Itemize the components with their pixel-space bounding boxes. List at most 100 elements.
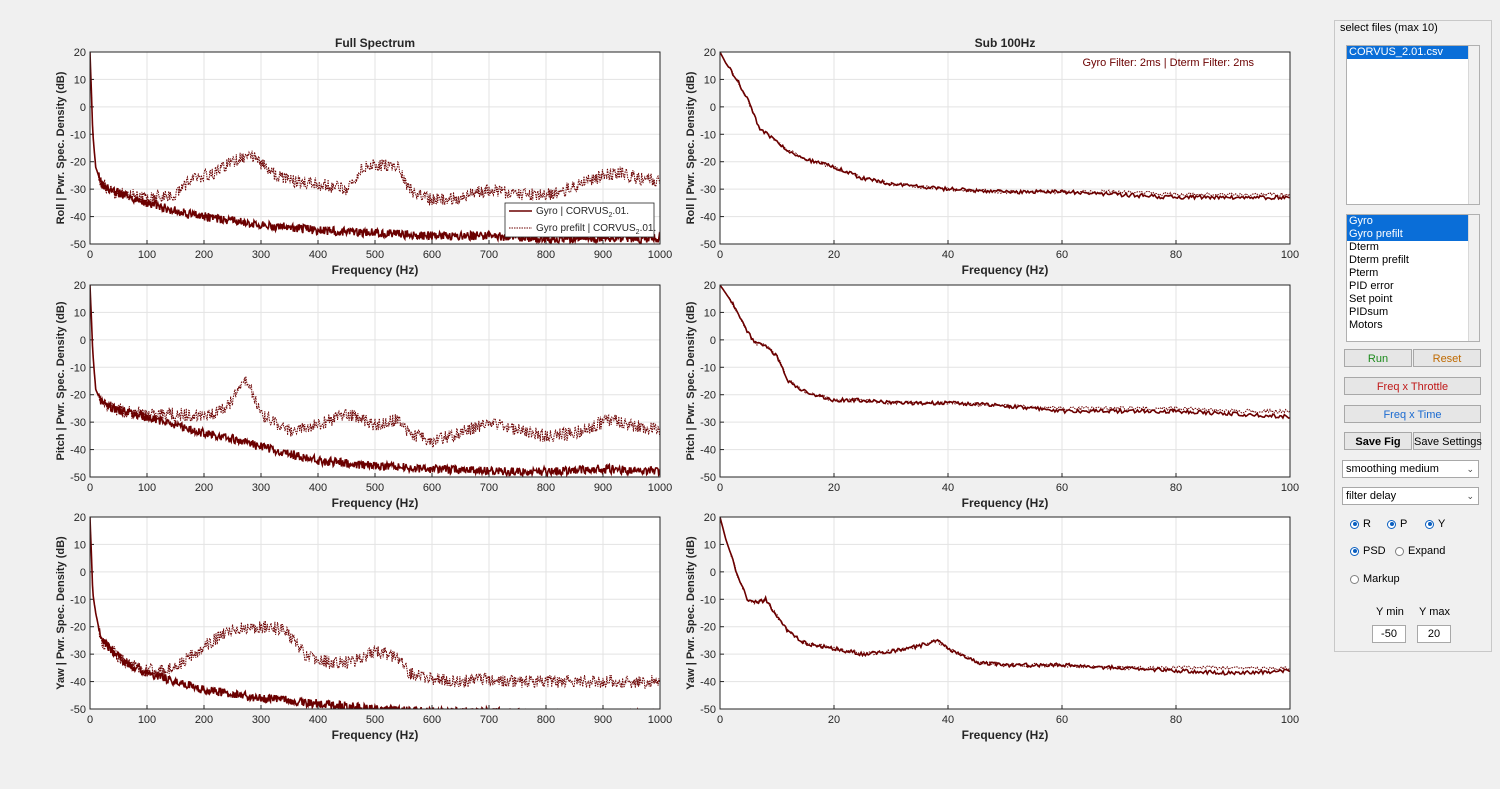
- file-item[interactable]: CORVUS_2.01.csv: [1347, 46, 1468, 59]
- y-tick-label: 10: [74, 74, 86, 86]
- series-gyro-prefilt-line: [720, 517, 1290, 671]
- signal-item-motors[interactable]: Motors: [1349, 319, 1383, 331]
- y-tick-label: 0: [710, 567, 716, 579]
- y-tick-label: -40: [700, 445, 716, 457]
- ymin-input[interactable]: -50: [1372, 625, 1406, 643]
- signal-item-pid-error[interactable]: PID error: [1349, 280, 1394, 292]
- x-tick-label: 300: [252, 249, 270, 261]
- x-tick-label: 700: [480, 249, 498, 261]
- plot-axes-4: [89, 516, 661, 710]
- reset-button[interactable]: Reset: [1413, 349, 1481, 367]
- y-tick-label: -10: [700, 594, 716, 606]
- x-tick-label: 80: [1170, 714, 1182, 726]
- save-fig-button[interactable]: Save Fig: [1344, 432, 1412, 450]
- radio-unselected-icon: [1395, 546, 1404, 556]
- x-tick-label: 400: [309, 249, 327, 261]
- x-tick-label: 40: [942, 482, 954, 494]
- control-panel: [1334, 20, 1492, 652]
- radio-yaw[interactable]: Y: [1425, 518, 1445, 530]
- file-listbox[interactable]: CORVUS_2.01.csv: [1346, 45, 1480, 205]
- x-tick-label: 1000: [648, 249, 672, 261]
- series-gyro-line: [90, 285, 660, 477]
- signal-item-pterm[interactable]: Pterm: [1349, 267, 1379, 279]
- x-tick-label: 300: [252, 482, 270, 494]
- y-tick-label: 10: [74, 539, 86, 551]
- radio-selected-icon: [1387, 519, 1396, 529]
- signal-item-gyro-prefilt[interactable]: Gyro prefilt: [1347, 228, 1468, 241]
- x-tick-label: 100: [138, 249, 156, 261]
- x-tick-label: 20: [828, 249, 840, 261]
- x-tick-label: 100: [1281, 249, 1299, 261]
- smoothing-select[interactable]: smoothing medium ⌄: [1342, 460, 1479, 478]
- signal-list-scrollbar[interactable]: [1468, 215, 1479, 341]
- y-axis-label: Yaw | Pwr. Spec. Density (dB): [55, 536, 67, 690]
- x-tick-label: 20: [828, 482, 840, 494]
- radio-pitch-label: P: [1400, 518, 1408, 530]
- radio-pitch[interactable]: P: [1387, 518, 1407, 530]
- x-tick-label: 500: [366, 714, 384, 726]
- x-tick-label: 0: [87, 714, 93, 726]
- x-tick-label: 500: [366, 482, 384, 494]
- x-tick-label: 1000: [648, 482, 672, 494]
- y-tick-label: -10: [700, 129, 716, 141]
- x-tick-label: 600: [423, 482, 441, 494]
- freq-time-button[interactable]: Freq x Time: [1344, 405, 1481, 423]
- x-tick-label: 300: [252, 714, 270, 726]
- plot-axes-5: [719, 516, 1291, 710]
- radio-markup[interactable]: Markup: [1350, 573, 1400, 585]
- x-tick-label: 200: [195, 249, 213, 261]
- signal-item-gyro[interactable]: Gyro: [1347, 215, 1468, 228]
- x-tick-label: 80: [1170, 249, 1182, 261]
- signal-item-set-point[interactable]: Set point: [1349, 293, 1393, 305]
- x-tick-label: 200: [195, 714, 213, 726]
- x-tick-label: 200: [195, 482, 213, 494]
- x-tick-label: 400: [309, 714, 327, 726]
- y-tick-label: 10: [704, 307, 716, 319]
- radio-unselected-icon: [1350, 574, 1359, 584]
- filter-delay-select[interactable]: filter delay ⌄: [1342, 487, 1479, 505]
- x-axis-label: Frequency (Hz): [962, 263, 1049, 277]
- y-axis-label: Roll | Pwr. Spec. Density (dB): [55, 71, 67, 224]
- y-axis-label: Pitch | Pwr. Spec. Density (dB): [685, 301, 697, 460]
- x-tick-label: 100: [138, 482, 156, 494]
- radio-selected-icon: [1425, 519, 1434, 529]
- run-button[interactable]: Run: [1344, 349, 1412, 367]
- save-settings-button[interactable]: Save Settings: [1413, 432, 1482, 450]
- x-tick-label: 0: [717, 482, 723, 494]
- signal-item-dterm[interactable]: Dterm: [1349, 241, 1379, 253]
- y-tick-label: 20: [74, 280, 86, 292]
- x-tick-label: 800: [537, 482, 555, 494]
- series-gyro-prefilt-line: [720, 285, 1290, 414]
- x-tick-label: 100: [138, 714, 156, 726]
- plot-axes-3: [719, 284, 1291, 478]
- file-list-scrollbar[interactable]: [1468, 46, 1479, 204]
- x-tick-label: 20: [828, 714, 840, 726]
- ymax-input[interactable]: 20: [1417, 625, 1451, 643]
- plot-axes-1: [719, 51, 1291, 245]
- y-tick-label: -50: [70, 239, 86, 251]
- signal-item-pidsum[interactable]: PIDsum: [1349, 306, 1389, 318]
- series-gyro-prefilt-line: [720, 52, 1290, 198]
- y-tick-label: 20: [704, 512, 716, 524]
- x-tick-label: 700: [480, 714, 498, 726]
- chevron-down-icon: ⌄: [1466, 491, 1474, 501]
- signal-listbox[interactable]: Gyro Gyro prefilt Dterm Dterm prefilt Pt…: [1346, 214, 1480, 342]
- series-gyro-line: [90, 517, 654, 709]
- y-tick-label: 20: [704, 280, 716, 292]
- panel-title: select files (max 10): [1338, 22, 1440, 34]
- radio-psd[interactable]: PSD: [1350, 545, 1386, 557]
- radio-expand[interactable]: Expand: [1395, 545, 1445, 557]
- series-gyro-prefilt-line: [90, 52, 660, 206]
- plot-frame: [89, 516, 661, 710]
- legend-box: [504, 202, 655, 238]
- x-tick-label: 0: [717, 714, 723, 726]
- y-tick-label: 0: [80, 335, 86, 347]
- freq-throttle-button[interactable]: Freq x Throttle: [1344, 377, 1481, 395]
- x-tick-label: 0: [717, 249, 723, 261]
- smoothing-select-value: smoothing medium: [1346, 463, 1439, 475]
- radio-roll[interactable]: R: [1350, 518, 1371, 530]
- y-tick-label: -20: [700, 622, 716, 634]
- x-tick-label: 700: [480, 482, 498, 494]
- x-tick-label: 80: [1170, 482, 1182, 494]
- signal-item-dterm-prefilt[interactable]: Dterm prefilt: [1349, 254, 1409, 266]
